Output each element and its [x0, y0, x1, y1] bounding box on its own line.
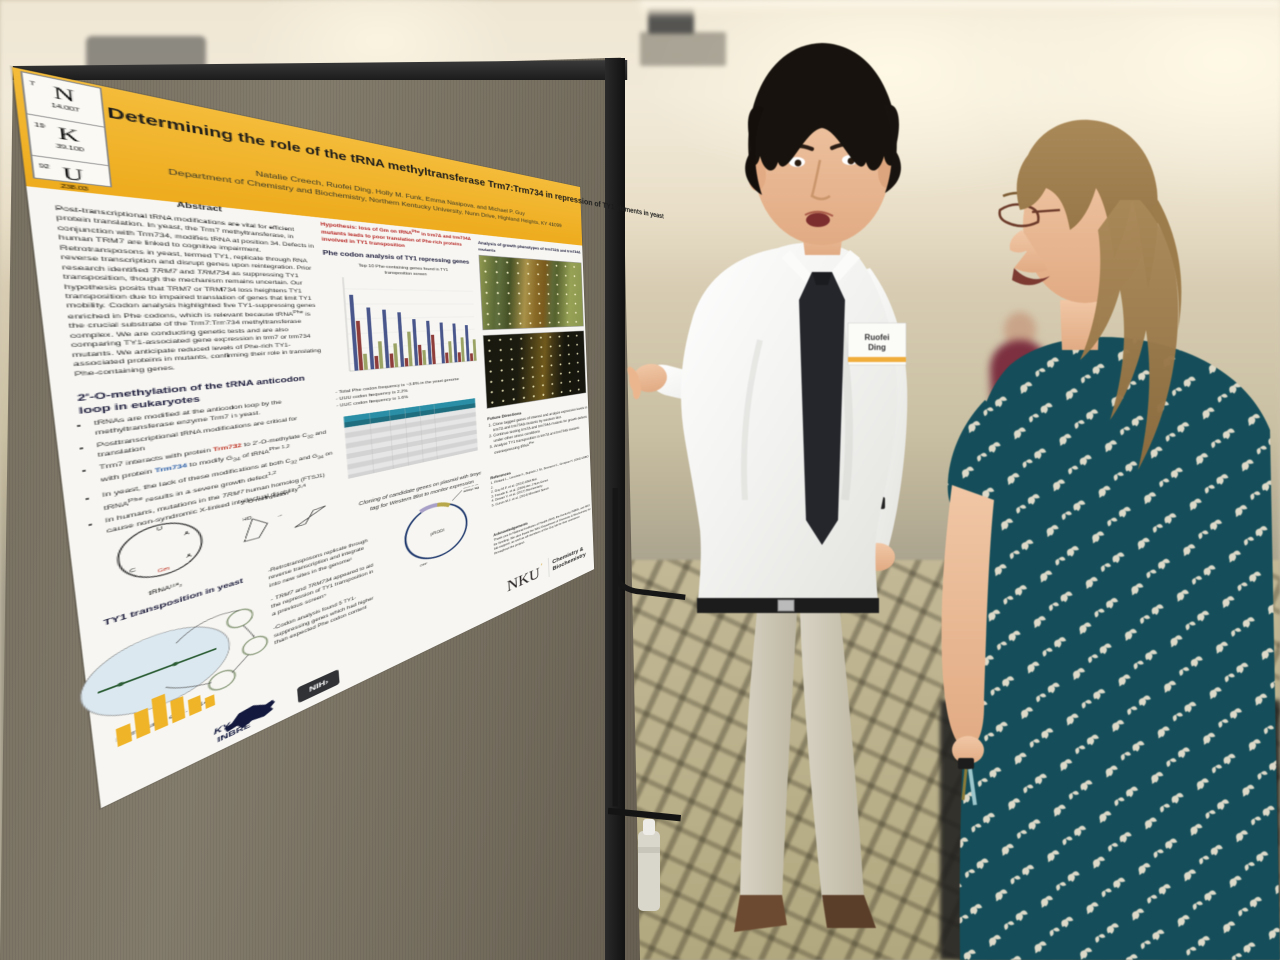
svg-text:Ding: Ding	[868, 343, 886, 352]
svg-text:Ruofei: Ruofei	[865, 333, 890, 342]
